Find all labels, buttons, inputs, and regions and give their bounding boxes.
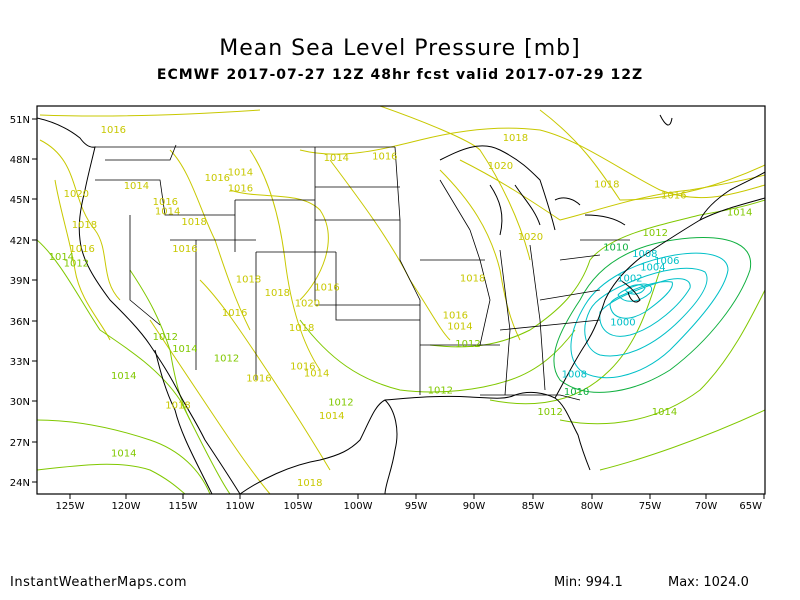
isobar-label: 1018 — [594, 180, 619, 191]
isobar-label: 1002 — [617, 273, 642, 284]
isobar-label: 1016 — [246, 374, 271, 385]
isobar-label: 1000 — [610, 317, 635, 328]
isobar-label: 1018 — [265, 288, 290, 299]
longitude-labels: 125W 120W 115W 110W 105W 100W 95W 90W 85… — [56, 501, 763, 512]
lat-tick-label: 42N — [10, 236, 30, 247]
isobar-label: 1014 — [652, 407, 677, 418]
isobar-label: 1016 — [314, 283, 339, 294]
isobar-label: 1014 — [111, 449, 136, 460]
isobar-label: 1014 — [155, 206, 180, 217]
lon-tick-label: 80W — [581, 501, 604, 512]
min-value: Min: 994.1 — [554, 575, 623, 590]
lon-tick-label: 125W — [56, 501, 85, 512]
isobar-label: 1014 — [228, 168, 253, 179]
isobar-label: 1014 — [111, 371, 136, 382]
lat-tick-label: 30N — [10, 397, 30, 408]
isobar-label: 1004 — [640, 263, 665, 274]
lon-tick-label: 65W — [739, 501, 762, 512]
isobar-label: 1018 — [503, 133, 528, 144]
isobar-label: 1012 — [328, 398, 353, 409]
isobars-mid — [37, 199, 765, 494]
isobar-label: 1016 — [101, 125, 126, 136]
latitude-labels: 51N 48N 45N 42N 39N 36N 33N 30N 27N 24N — [10, 115, 30, 489]
isobar-label: 1006 — [654, 256, 679, 267]
lon-tick-label: 105W — [284, 501, 313, 512]
isobar-label: 1016 — [69, 244, 94, 255]
isobar-label: 1014 — [49, 252, 74, 263]
lon-tick-label: 75W — [639, 501, 662, 512]
isobar-label: 1012 — [455, 339, 480, 350]
lon-tick-label: 100W — [344, 501, 373, 512]
lat-tick-label: 39N — [10, 276, 30, 287]
isobar-label: 1014 — [172, 344, 197, 355]
lat-tick-label: 27N — [10, 438, 30, 449]
isobar-label: 1010 — [564, 387, 589, 398]
isobar-label: 1012 — [428, 386, 453, 397]
lat-tick-label: 33N — [10, 357, 30, 368]
isobar-label: 1016 — [372, 152, 397, 163]
isobar-label: 1012 — [643, 228, 668, 239]
site-credit: InstantWeatherMaps.com — [10, 575, 188, 590]
isobar-label: 1016 — [153, 197, 178, 208]
isobar-label: 1016 — [443, 311, 468, 322]
lon-tick-label: 115W — [169, 501, 198, 512]
isobar-label: 1014 — [324, 153, 349, 164]
coastlines — [37, 114, 765, 494]
isobar-label: 1016 — [228, 184, 253, 195]
isobar-label: 1020 — [488, 161, 513, 172]
isobar-label: 1018 — [165, 400, 190, 411]
isobar-label: 1012 — [64, 259, 89, 270]
isobar-label: 1016 — [222, 308, 247, 319]
isobar-label: 1014 — [319, 411, 344, 422]
isobar-label: 1016 — [205, 173, 230, 184]
isobar-label: 1020 — [518, 232, 543, 243]
isobar-label: 1008 — [562, 370, 587, 381]
isobar-label: 1018 — [181, 217, 206, 228]
isobars-low — [570, 252, 729, 379]
isobar-label: 1008 — [632, 249, 657, 260]
isobar-label: 1016 — [172, 244, 197, 255]
isobar-label: 1016 — [661, 190, 686, 201]
isobar-label: 1018 — [72, 220, 97, 231]
isobar-label: 1014 — [447, 321, 472, 332]
lat-tick-label: 24N — [10, 478, 30, 489]
isobar-label: 1016 — [290, 362, 315, 373]
isobar-label: 1012 — [537, 407, 562, 418]
lat-tick-label: 51N — [10, 115, 30, 126]
isobar-label: 1012 — [214, 354, 239, 365]
lon-tick-label: 70W — [695, 501, 718, 512]
lon-tick-label: 85W — [522, 501, 545, 512]
lat-tick-label: 45N — [10, 195, 30, 206]
isobar-label: 1018 — [297, 478, 322, 489]
isobar-label: 1014 — [124, 181, 149, 192]
isobar-label: 1014 — [727, 208, 752, 219]
isobar-label: 1010 — [603, 243, 628, 254]
map-title: Mean Sea Level Pressure [mb] — [219, 36, 581, 61]
lat-tick-label: 36N — [10, 317, 30, 328]
isobar-label: 1018 — [460, 273, 485, 284]
isobar-label: 1020 — [64, 189, 89, 200]
lon-tick-label: 120W — [112, 501, 141, 512]
state-boundaries — [95, 144, 630, 401]
isobars-high — [39, 106, 765, 494]
map-subtitle: ECMWF 2017-07-27 12Z 48hr fcst valid 201… — [156, 67, 644, 83]
lon-tick-label: 110W — [226, 501, 255, 512]
isobar-label: 1020 — [295, 299, 320, 310]
max-value: Max: 1024.0 — [668, 575, 749, 590]
isobar-label: 1012 — [153, 332, 178, 343]
lon-tick-label: 90W — [463, 501, 486, 512]
lon-tick-label: 95W — [405, 501, 428, 512]
map-frame — [36, 105, 766, 495]
isobar-label: 1018 — [289, 323, 314, 334]
isobar-label: 1018 — [236, 275, 261, 286]
lat-tick-label: 48N — [10, 155, 30, 166]
axis-ticks — [32, 118, 765, 499]
isobar-label: 1014 — [304, 368, 329, 379]
